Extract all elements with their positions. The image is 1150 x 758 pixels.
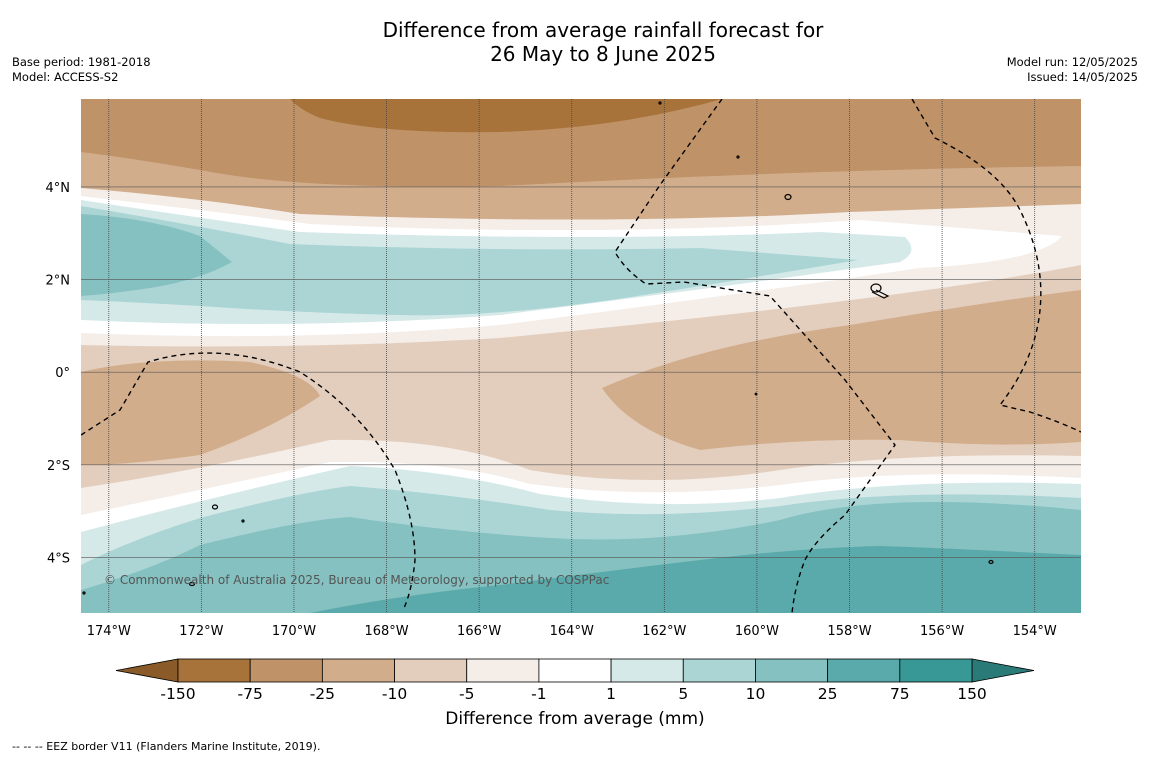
- colorbar-swatch: [610, 658, 684, 683]
- model-text: Model: ACCESS-S2: [12, 70, 119, 84]
- lon-tick-label: 172°W: [179, 624, 223, 639]
- footer-eez-note: -- -- -- EEZ border V11 (Flanders Marine…: [12, 740, 321, 753]
- island-11: [82, 591, 86, 595]
- band-pos-10-north: [81, 214, 232, 296]
- colorbar-tick-label: 1: [606, 685, 616, 703]
- colorbar-swatch: [394, 658, 468, 683]
- island-5: [188, 581, 196, 587]
- latitude-labels: 4°N 2°N 0° 2°S 4°S: [46, 181, 71, 566]
- eez-borders: [81, 99, 1081, 613]
- colorbar-swatch: [177, 658, 251, 683]
- colorbar-tick-label: 25: [818, 685, 838, 703]
- title-line-2: 26 May to 8 June 2025: [490, 42, 716, 66]
- band-neg-25-west: [81, 360, 320, 465]
- island-8: [736, 155, 740, 159]
- colorbar-swatch: [682, 658, 756, 683]
- colorbar-extend-low: [115, 658, 179, 683]
- lon-tick-label: 164°W: [550, 624, 594, 639]
- lon-tick-label: 158°W: [827, 624, 871, 639]
- band-pos-25-south: [310, 546, 1081, 613]
- band-pos-5-north: [81, 206, 858, 316]
- colorbar-extend-high: [971, 658, 1035, 683]
- colorbar-tick-label: -5: [459, 685, 474, 703]
- band-neg-150-north: [290, 99, 722, 133]
- colorbar-tick-label: 10: [746, 685, 766, 703]
- colorbar-swatch: [755, 658, 829, 683]
- eez-border-east: [911, 99, 1081, 433]
- base-period-text: Base period: 1981-2018: [12, 55, 151, 69]
- colorbar-swatch: [466, 658, 540, 683]
- lon-tick-label: 156°W: [920, 624, 964, 639]
- colorbar: -150 -75 -25 -10 -5 -1 1 5 10 25 75 150: [115, 658, 1035, 703]
- lon-tick-label: 166°W: [457, 624, 501, 639]
- meta-right: Model run: 12/05/2025 Issued: 14/05/2025: [1007, 55, 1138, 85]
- lon-tick-label: 168°W: [364, 624, 408, 639]
- lat-tick-label: 4°N: [46, 181, 71, 196]
- colorbar-swatch: [249, 658, 323, 683]
- lat-tick-label: 0°: [55, 366, 70, 381]
- lon-tick-label: 174°W: [87, 624, 131, 639]
- island-2: [870, 283, 882, 293]
- map-gridlines: [81, 99, 1081, 613]
- colorbar-title: Difference from average (mm): [445, 709, 705, 729]
- colorbar-tick-label: -25: [310, 685, 335, 703]
- eez-border-west: [81, 352, 416, 609]
- island-1: [784, 193, 792, 201]
- island-4: [211, 504, 219, 510]
- band-neg-75-north: [81, 99, 1081, 187]
- colorbar-tick-label: 150: [957, 685, 987, 703]
- island-6: [988, 559, 994, 565]
- colorbar-swatch: [899, 658, 973, 683]
- band-pos-5-north-small: [680, 258, 724, 274]
- colorbar-swatch: [321, 658, 395, 683]
- model-run-text: Model run: 12/05/2025: [1006, 55, 1138, 69]
- lon-tick-label: 162°W: [642, 624, 686, 639]
- issued-text: Issued: 14/05/2025: [1027, 70, 1138, 84]
- lon-tick-label: 170°W: [272, 624, 316, 639]
- eez-border-central: [614, 99, 896, 613]
- meta-left: Base period: 1981-2018 Model: ACCESS-S2: [12, 55, 151, 85]
- colorbar-swatch: [827, 658, 901, 683]
- lon-tick-label: 160°W: [735, 624, 779, 639]
- lon-tick-label: 154°W: [1013, 624, 1057, 639]
- title-line-1: Difference from average rainfall forecas…: [382, 18, 824, 42]
- longitude-labels: 174°W 172°W 170°W 168°W 166°W 164°W 162°W 160°W…: [87, 624, 1057, 639]
- colorbar-tick-label: 75: [890, 685, 910, 703]
- lat-tick-label: 2°N: [46, 274, 71, 289]
- island-7: [658, 101, 662, 105]
- island-9: [241, 519, 245, 523]
- chart-title: Difference from average rainfall forecas…: [0, 18, 1150, 66]
- colorbar-tick-label: -1: [531, 685, 546, 703]
- colorbar-tick-label: -150: [160, 685, 195, 703]
- lat-tick-label: 4°S: [47, 551, 70, 566]
- colorbar-tick-label: -75: [238, 685, 263, 703]
- colorbar-tick-label: 5: [678, 685, 688, 703]
- rainfall-anomaly-field: [81, 99, 1081, 613]
- islands: [82, 101, 994, 595]
- lat-tick-label: 2°S: [47, 459, 70, 474]
- island-10: [754, 392, 758, 396]
- island-3: [871, 289, 890, 299]
- colorbar-tick-label: -10: [382, 685, 407, 703]
- colorbar-swatch: [538, 658, 612, 683]
- band-neg-25-east: [602, 290, 1081, 450]
- copyright-notice: © Commonwealth of Australia 2025, Bureau…: [104, 573, 609, 587]
